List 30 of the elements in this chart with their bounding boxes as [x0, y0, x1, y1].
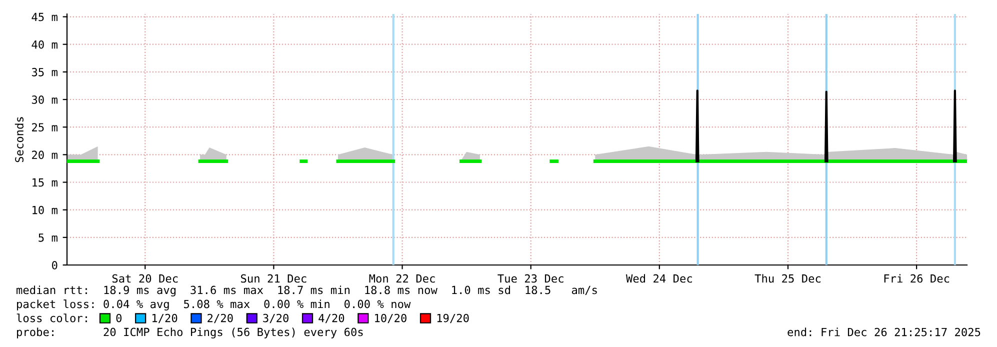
x-tick-label: Fri 26 Dec: [884, 274, 950, 283]
x-tick-label: Thu 25 Dec: [754, 274, 820, 283]
x-tick-label: Sat 20 Dec: [112, 274, 178, 283]
y-tick-label: 15 m: [32, 178, 58, 187]
legend-label: 3/20: [263, 314, 288, 324]
y-tick-label: 45 m: [32, 12, 58, 22]
legend-label: 1/20: [152, 314, 178, 324]
text: packet loss: 0.04 % avg 5.08 % max 0.00 % min 0.00 % now: [17, 300, 411, 310]
text: end: Fri Dec 26 21:25:17 2025: [788, 328, 980, 336]
y-tick-label: 10 m: [32, 206, 58, 214]
text: median rtt: 18.9 ms avg 31.6 ms max 18.7 ms min 18.8 ms now 1.0 ms sd 18.5 am/s: [16, 286, 597, 296]
legend-label: 19/20: [437, 314, 469, 324]
legend-label: 10/20: [375, 314, 406, 324]
legend-label: 0: [116, 314, 122, 322]
x-tick-label: Tue 23 Dec: [498, 274, 564, 283]
legend-label: 2/20: [208, 314, 233, 324]
y-tick-label: 5 m: [38, 234, 58, 242]
legend-title: loss color:: [16, 314, 87, 322]
y-tick-label: 40 m: [32, 40, 58, 49]
y-tick-label: 0: [52, 261, 58, 270]
y-tick-label: 30 m: [32, 96, 58, 104]
y-tick-label: 20 m: [32, 150, 58, 160]
legend-label: 4/20: [318, 314, 344, 324]
x-tick-label: Wed 24 Dec: [626, 274, 692, 283]
x-tick-label: Sun 21 Dec: [241, 274, 306, 283]
y-tick-label: 35 m: [32, 68, 58, 76]
y-tick-label: 25 m: [32, 123, 58, 132]
x-tick-label: Mon 22 Dec: [369, 274, 435, 283]
y-axis-title: Seconds: [14, 117, 24, 162]
text: probe: 20 ICMP Echo Pings (56 Bytes) every 60s: [17, 328, 363, 338]
